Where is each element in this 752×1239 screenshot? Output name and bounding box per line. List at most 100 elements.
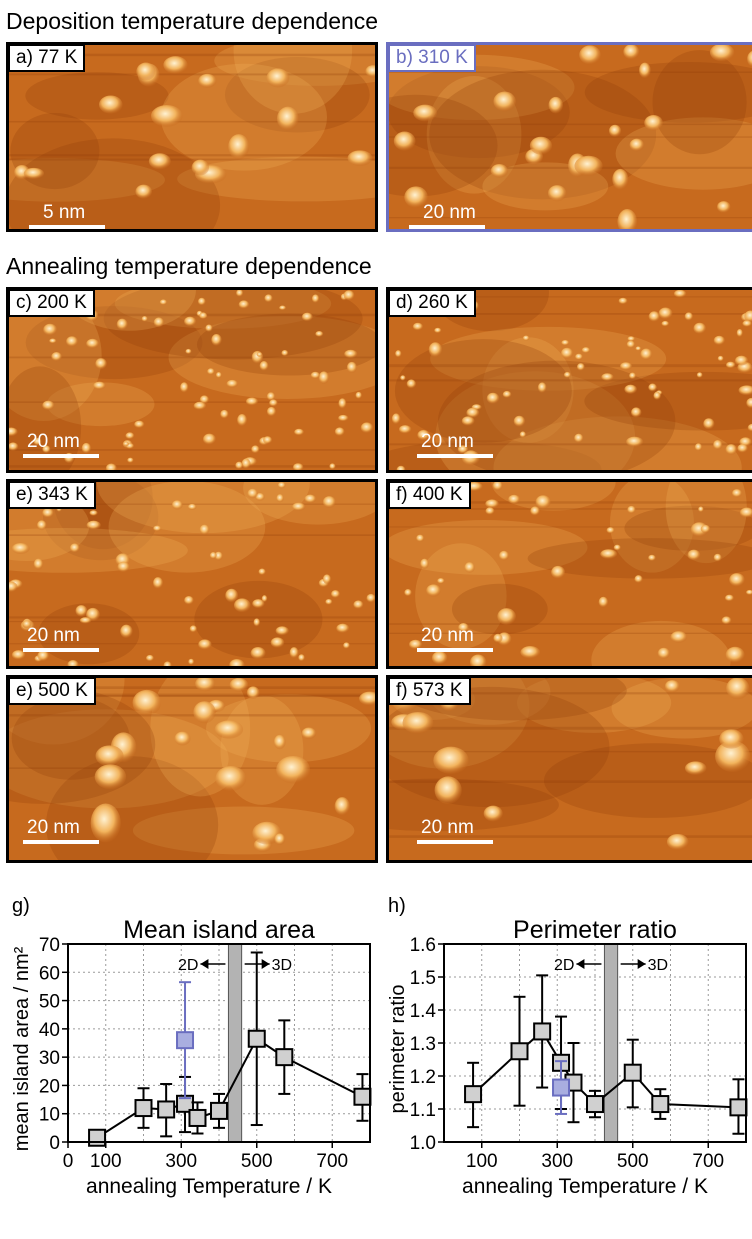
band-label-3d: 3D	[648, 957, 668, 974]
stm-image	[9, 290, 375, 470]
x-tick-label: 500	[241, 1151, 273, 1172]
data-point	[729, 1098, 748, 1117]
chart-title: Mean island area	[123, 916, 315, 944]
y-tick-label: 10	[39, 1105, 60, 1126]
data-point	[247, 1029, 266, 1048]
stm-panel-c: c) 200 K 20 nm	[6, 287, 378, 473]
scale-bar	[23, 840, 99, 844]
annealing-section-title: Annealing temperature dependence	[6, 253, 372, 279]
y-tick-label: 30	[39, 1048, 60, 1069]
band-label-3d: 3D	[272, 957, 292, 974]
scale-bar-label: 5 nm	[43, 202, 86, 223]
chart-svg: h) Perimeter ratio 2D 3D 1.0 1.1 1.2 1.3 1.4 1.5 1…	[387, 895, 748, 1198]
perimeter-ratio-chart: h) Perimeter ratio 2D 3D 1.0 1.1 1.2 1.3 1.4 1.5 1…	[376, 884, 752, 1239]
deposition-section-title: Deposition temperature dependence	[6, 8, 379, 34]
scale-bar	[417, 454, 493, 458]
x-tick-label: 100	[90, 1151, 122, 1172]
stm-panel-b: b) 310 K 20 nm	[386, 42, 752, 232]
y-tick-label: 20	[39, 1076, 60, 1097]
chart-title: Perimeter ratio	[513, 916, 677, 944]
chart-panel-label: g)	[12, 895, 30, 917]
y-tick-label: 50	[39, 992, 60, 1013]
arrow-2d-head	[200, 959, 209, 969]
data-point	[210, 1101, 228, 1120]
chart-panel-label: h)	[388, 895, 406, 917]
stm-image	[389, 290, 752, 470]
stm-panel-a: a) 77 K 5 nm	[6, 42, 378, 232]
x-tick-label: 700	[692, 1151, 724, 1172]
y-tick-label: 40	[39, 1020, 60, 1041]
band-label-2d: 2D	[554, 957, 574, 974]
scale-bar	[23, 648, 99, 652]
stm-image	[9, 678, 375, 860]
y-tick-label: 60	[39, 963, 60, 984]
x-axis-label: annealing Temperature / K	[462, 1175, 708, 1198]
stm-panel-h: f) 573 K 20 nm	[386, 675, 752, 863]
scale-bar	[417, 840, 493, 844]
transition-band	[227, 943, 243, 1143]
stm-image	[9, 45, 375, 229]
data-point	[88, 1128, 107, 1147]
mean-island-area-chart: g) Mean island area 2D 3D 0 10 20 30 40 50 60 70 0 10…	[0, 884, 376, 1239]
scale-bar-label: 20 nm	[27, 625, 80, 646]
data-point	[275, 1048, 294, 1067]
scale-bar	[417, 648, 493, 652]
stm-panel-e: e) 343 K 20 nm	[6, 479, 378, 669]
transition-band	[603, 943, 619, 1143]
stm-image	[389, 45, 752, 229]
y-axis-label: mean island area / nm²	[11, 946, 33, 1151]
x-tick-label: 700	[316, 1151, 348, 1172]
panel-label: e) 343 K	[9, 482, 96, 509]
x-tick-label: 500	[617, 1151, 649, 1172]
panel-label: a) 77 K	[9, 45, 86, 72]
scale-bar-label: 20 nm	[27, 431, 80, 452]
data-point	[353, 1087, 372, 1106]
data-point	[188, 1108, 207, 1127]
y-tick-label: 1.0	[410, 1133, 436, 1154]
plot-frame	[67, 943, 371, 1143]
data-point	[134, 1099, 153, 1118]
y-axis-label: perimeter ratio	[387, 985, 409, 1114]
scale-bar	[29, 225, 105, 229]
panel-label: b) 310 K	[389, 45, 476, 72]
stm-panel-f: f) 400 K 20 nm	[386, 479, 752, 669]
y-tick-label: 1.4	[410, 1001, 437, 1022]
data-point	[651, 1095, 670, 1114]
arrow-3d-head	[637, 959, 646, 969]
x-tick-label: 300	[165, 1151, 197, 1172]
y-tick-label: 1.3	[410, 1034, 436, 1055]
scale-bar-label: 20 nm	[27, 817, 80, 838]
scale-bar	[409, 225, 485, 229]
scale-bar-label: 20 nm	[421, 625, 474, 646]
stm-panel-d: d) 260 K 20 nm	[386, 287, 752, 473]
x-tick-label: 0	[63, 1151, 74, 1172]
y-tick-label: 1.2	[410, 1067, 436, 1088]
stm-image	[389, 482, 752, 666]
x-axis-label: annealing Temperature / K	[86, 1175, 332, 1198]
scale-bar-label: 20 nm	[423, 202, 476, 223]
panel-label: f) 573 K	[389, 678, 471, 705]
y-tick-label: 1.1	[410, 1100, 436, 1121]
panel-label: e) 500 K	[9, 678, 96, 705]
data-point	[464, 1085, 483, 1104]
panel-label: c) 200 K	[9, 290, 95, 317]
data-point	[176, 1031, 195, 1050]
x-tick-label: 100	[466, 1151, 498, 1172]
scale-bar-label: 20 nm	[421, 817, 474, 838]
y-tick-label: 1.6	[410, 935, 436, 956]
scale-bar-label: 20 nm	[421, 431, 474, 452]
scale-bar	[23, 454, 99, 458]
data-point	[157, 1100, 176, 1119]
data-point	[552, 1078, 571, 1097]
arrow-3d-head	[261, 959, 270, 969]
panel-label: f) 400 K	[389, 482, 471, 509]
y-tick-label: 70	[39, 935, 60, 956]
stm-panel-g: e) 500 K 20 nm	[6, 675, 378, 863]
x-tick-label: 300	[541, 1151, 573, 1172]
data-point	[623, 1063, 642, 1082]
data-point	[533, 1022, 552, 1041]
y-tick-label: 0	[49, 1133, 60, 1154]
panel-label: d) 260 K	[389, 290, 476, 317]
data-point	[510, 1042, 529, 1061]
